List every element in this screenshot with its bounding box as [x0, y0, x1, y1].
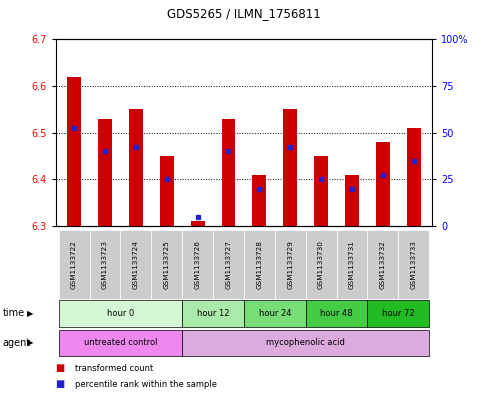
Text: hour 24: hour 24: [258, 309, 291, 318]
Text: hour 12: hour 12: [197, 309, 229, 318]
Bar: [58, 230, 89, 299]
Text: percentile rank within the sample: percentile rank within the sample: [75, 380, 217, 389]
Bar: [151, 230, 182, 299]
Text: GSM1133723: GSM1133723: [102, 240, 108, 289]
Text: mycophenolic acid: mycophenolic acid: [266, 338, 345, 347]
Bar: [89, 230, 120, 299]
Bar: [67, 77, 81, 226]
Bar: [368, 230, 398, 299]
Text: GSM1133730: GSM1133730: [318, 240, 324, 289]
Bar: [244, 300, 306, 327]
Bar: [314, 156, 328, 226]
Bar: [58, 330, 182, 356]
Bar: [253, 174, 266, 226]
Text: ■: ■: [56, 363, 65, 373]
Bar: [222, 119, 235, 226]
Text: GSM1133726: GSM1133726: [195, 240, 200, 289]
Bar: [191, 221, 204, 226]
Bar: [398, 230, 429, 299]
Bar: [368, 300, 429, 327]
Bar: [213, 230, 244, 299]
Text: GSM1133725: GSM1133725: [164, 240, 170, 289]
Bar: [98, 119, 112, 226]
Bar: [129, 109, 143, 226]
Bar: [376, 142, 390, 226]
Text: ▶: ▶: [27, 338, 33, 347]
Text: GSM1133729: GSM1133729: [287, 240, 293, 289]
Bar: [306, 230, 337, 299]
Text: GSM1133731: GSM1133731: [349, 240, 355, 289]
Bar: [337, 230, 368, 299]
Text: hour 0: hour 0: [107, 309, 134, 318]
Text: hour 48: hour 48: [320, 309, 353, 318]
Text: GDS5265 / ILMN_1756811: GDS5265 / ILMN_1756811: [167, 7, 321, 20]
Bar: [58, 300, 182, 327]
Bar: [407, 128, 421, 226]
Text: agent: agent: [2, 338, 30, 348]
Text: time: time: [2, 309, 25, 318]
Bar: [160, 156, 174, 226]
Text: hour 72: hour 72: [382, 309, 414, 318]
Bar: [275, 230, 306, 299]
Text: GSM1133722: GSM1133722: [71, 240, 77, 289]
Bar: [345, 174, 359, 226]
Text: GSM1133728: GSM1133728: [256, 240, 262, 289]
Bar: [284, 109, 297, 226]
Text: GSM1133733: GSM1133733: [411, 240, 417, 289]
Bar: [244, 230, 275, 299]
Bar: [182, 330, 429, 356]
Text: ■: ■: [56, 379, 65, 389]
Text: transformed count: transformed count: [75, 364, 153, 373]
Text: GSM1133727: GSM1133727: [226, 240, 231, 289]
Bar: [182, 300, 244, 327]
Text: GSM1133724: GSM1133724: [133, 240, 139, 289]
Bar: [306, 300, 368, 327]
Text: ▶: ▶: [27, 309, 33, 318]
Bar: [120, 230, 151, 299]
Bar: [182, 230, 213, 299]
Text: GSM1133732: GSM1133732: [380, 240, 386, 289]
Text: untreated control: untreated control: [84, 338, 157, 347]
